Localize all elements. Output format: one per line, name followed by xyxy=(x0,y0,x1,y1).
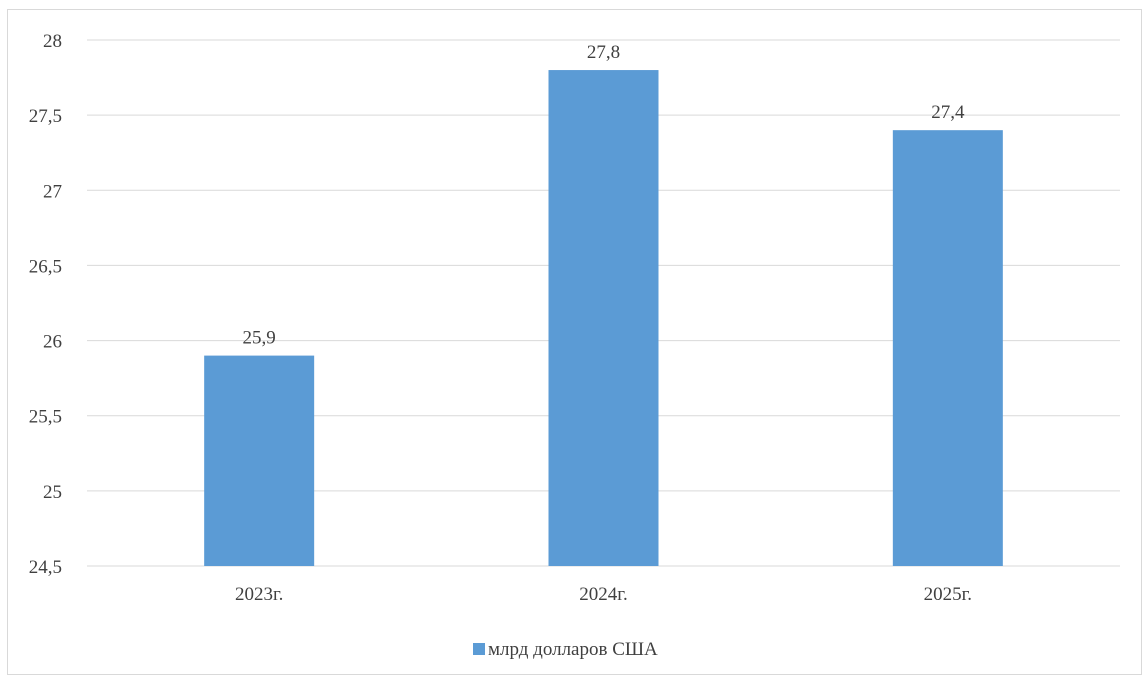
data-label: 27,4 xyxy=(931,102,965,123)
bar xyxy=(892,130,1003,566)
y-tick-label: 28 xyxy=(43,31,62,52)
y-tick-label: 27,5 xyxy=(29,106,62,127)
y-tick-label: 25,5 xyxy=(29,407,62,428)
y-tick-label: 25 xyxy=(43,482,62,503)
data-label: 27,8 xyxy=(587,42,620,63)
legend: млрд долларов США xyxy=(473,639,658,660)
y-axis-tick-labels: 24,5 25 25,5 26 26,5 27 27,5 28 xyxy=(29,31,62,578)
y-tick-label: 24,5 xyxy=(29,557,62,578)
y-tick-label: 27 xyxy=(43,181,62,202)
data-label: 25,9 xyxy=(243,328,276,349)
bars xyxy=(204,70,1003,567)
x-tick-label: 2024г. xyxy=(579,584,627,605)
legend-label: млрд долларов США xyxy=(488,639,658,660)
y-tick-label: 26 xyxy=(43,332,62,353)
legend-swatch xyxy=(473,643,485,655)
x-axis-tick-labels: 2023г. 2024г. 2025г. xyxy=(235,584,972,605)
bar xyxy=(204,355,315,566)
data-labels: 25,9 27,8 27,4 xyxy=(243,42,965,349)
x-tick-label: 2025г. xyxy=(924,584,972,605)
bar xyxy=(548,70,659,567)
x-tick-label: 2023г. xyxy=(235,584,283,605)
y-tick-label: 26,5 xyxy=(29,256,62,277)
